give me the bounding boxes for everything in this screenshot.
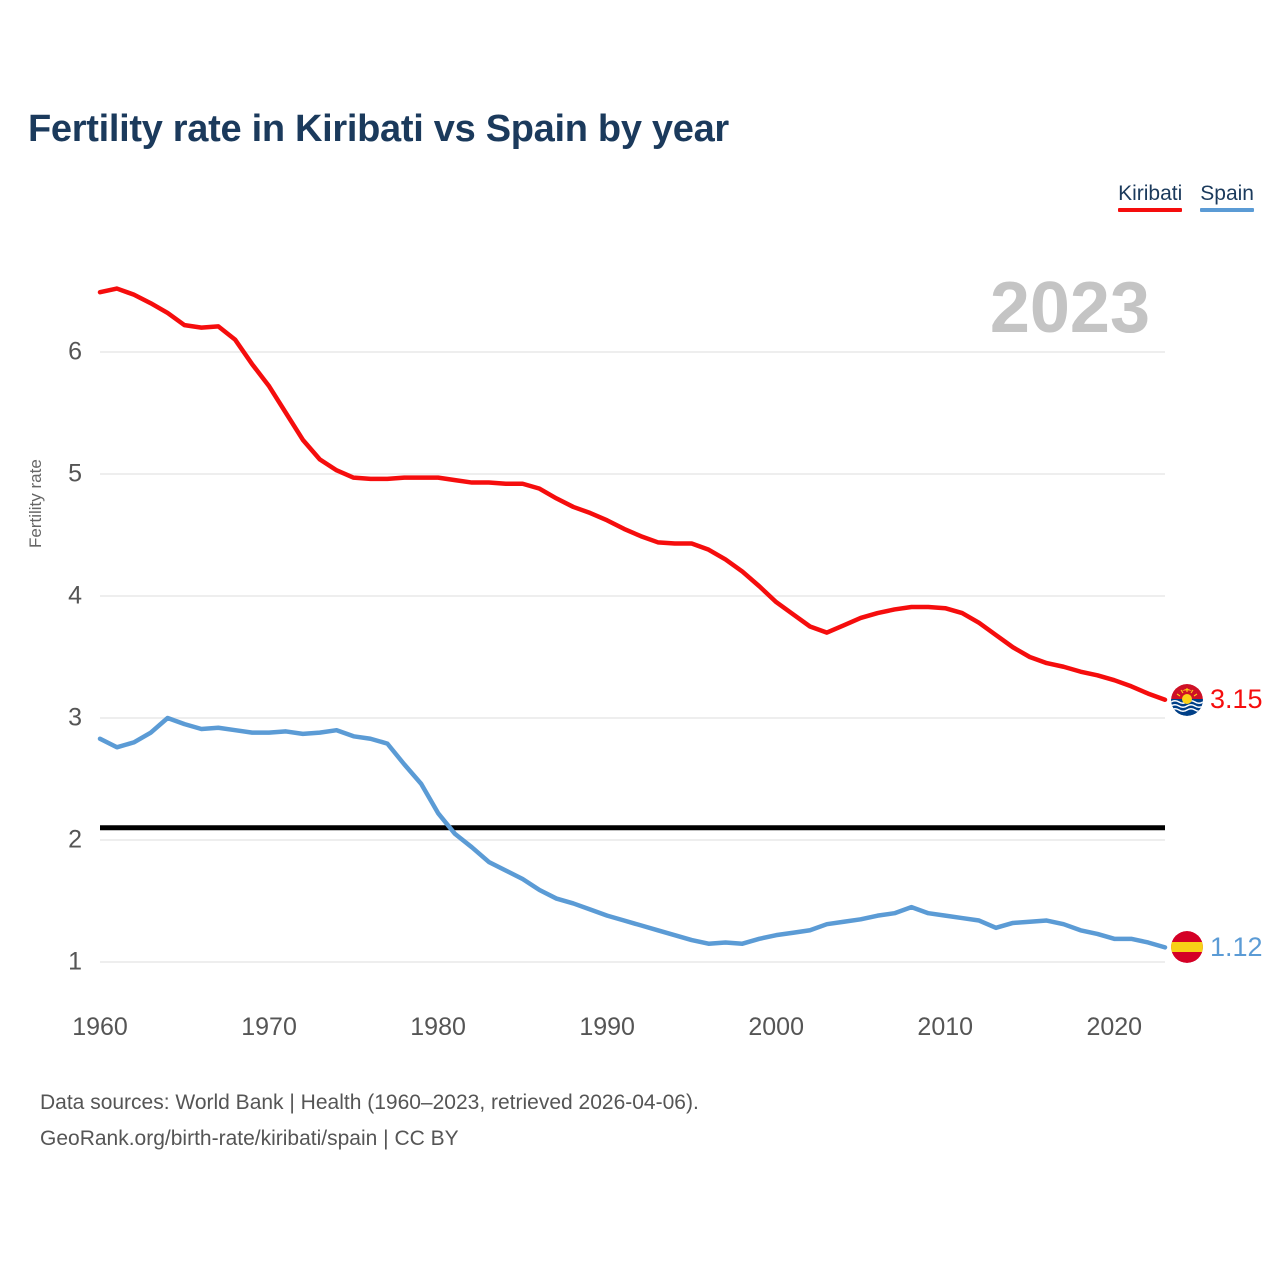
- x-axis-tick-1980: 1980: [410, 1013, 466, 1041]
- spain-flag-icon: [1171, 931, 1203, 964]
- y-axis-tick-6: 6: [68, 337, 82, 366]
- footer-attribution: GeoRank.org/birth-rate/kiribati/spain | …: [40, 1127, 459, 1150]
- endpoint-value-spain: 1.12: [1210, 931, 1263, 962]
- x-axis-tick-2000: 2000: [748, 1013, 804, 1041]
- chart-footer: Data sources: World Bank | Health (1960–…: [40, 1085, 699, 1157]
- series-line-kiribati: [97, 286, 1168, 702]
- legend-label-spain: Spain: [1200, 182, 1254, 205]
- page-title: Fertility rate in Kiribati vs Spain by y…: [28, 108, 729, 150]
- endpoint-marker-kiribati[interactable]: 3.15: [1171, 683, 1263, 716]
- y-axis-tick-1: 1: [68, 947, 82, 976]
- x-axis-tick-2020: 2020: [1086, 1013, 1143, 1041]
- chart-legend: Kiribati Spain: [1118, 182, 1254, 212]
- endpoint-marker-spain[interactable]: 1.12: [1171, 931, 1263, 964]
- x-axis-ticks: 1960 1970 1980 1990 2000 2010 2020: [0, 1013, 1280, 1053]
- endpoint-value-kiribati: 3.15: [1210, 684, 1263, 715]
- y-axis-tick-5: 5: [68, 459, 82, 488]
- legend-item-spain[interactable]: Spain: [1200, 182, 1254, 212]
- x-axis-tick-1970: 1970: [241, 1013, 297, 1041]
- x-axis-tick-1960: 1960: [72, 1013, 128, 1041]
- footer-data-sources: Data sources: World Bank | Health (1960–…: [40, 1091, 699, 1114]
- legend-item-kiribati[interactable]: Kiribati: [1118, 182, 1183, 212]
- year-watermark: 2023: [989, 268, 1150, 348]
- y-axis-tick-3: 3: [68, 703, 82, 732]
- kiribati-flag-icon: [1171, 683, 1203, 716]
- y-axis-tick-2: 2: [68, 825, 82, 854]
- x-axis-tick-2010: 2010: [917, 1013, 974, 1041]
- y-axis-ticks: 1 2 3 4 5 6: [24, 0, 82, 1280]
- legend-label-kiribati: Kiribati: [1118, 182, 1183, 205]
- y-axis-tick-4: 4: [68, 581, 82, 610]
- series-line-spain: [97, 715, 1168, 950]
- legend-color-swatch-spain: [1200, 208, 1254, 212]
- legend-color-swatch-kiribati: [1118, 208, 1183, 212]
- x-axis-tick-1990: 1990: [579, 1013, 635, 1041]
